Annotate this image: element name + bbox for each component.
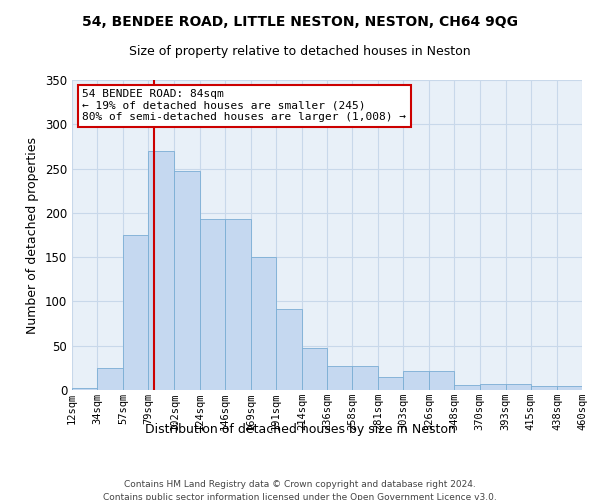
Bar [72,388,97,390]
Text: Size of property relative to detached houses in Neston: Size of property relative to detached ho… [129,45,471,58]
Bar [251,257,276,390]
Y-axis label: Number of detached properties: Number of detached properties [26,136,40,334]
Bar [327,366,352,390]
Bar [455,384,479,390]
Bar [97,368,123,390]
Text: 54 BENDEE ROAD: 84sqm
← 19% of detached houses are smaller (245)
80% of semi-det: 54 BENDEE ROAD: 84sqm ← 19% of detached … [82,90,406,122]
Bar [430,370,455,390]
Bar [123,235,148,390]
Text: 54, BENDEE ROAD, LITTLE NESTON, NESTON, CH64 9QG: 54, BENDEE ROAD, LITTLE NESTON, NESTON, … [82,15,518,29]
Bar [175,171,199,390]
Bar [276,308,302,390]
Bar [378,376,403,390]
Bar [224,219,251,390]
Bar [506,384,531,390]
Bar [352,366,378,390]
Bar [479,384,506,390]
Text: Distribution of detached houses by size in Neston: Distribution of detached houses by size … [145,422,455,436]
Bar [148,151,175,390]
Bar [302,348,327,390]
Bar [199,219,224,390]
Bar [403,370,430,390]
Text: Contains public sector information licensed under the Open Government Licence v3: Contains public sector information licen… [103,492,497,500]
Bar [557,386,582,390]
Text: Contains HM Land Registry data © Crown copyright and database right 2024.: Contains HM Land Registry data © Crown c… [124,480,476,489]
Bar [531,386,557,390]
